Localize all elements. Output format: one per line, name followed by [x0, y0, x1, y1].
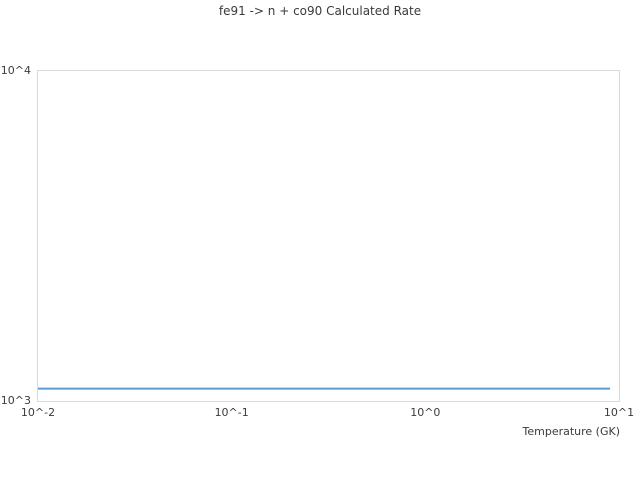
- y-tick-label: 10^3: [0, 394, 31, 407]
- chart-title: fe91 -> n + co90 Calculated Rate: [218, 4, 422, 18]
- y-tick-label: 10^4: [0, 64, 31, 77]
- x-tick-label: 10^1: [603, 406, 635, 419]
- plot-area: [37, 70, 620, 402]
- x-tick-label: 10^0: [410, 406, 441, 419]
- x-tick-label: 10^-2: [20, 406, 56, 419]
- rate-line-series: [38, 387, 611, 390]
- x-axis-label: Temperature (GK): [522, 425, 621, 438]
- x-tick-label: 10^-1: [214, 406, 249, 419]
